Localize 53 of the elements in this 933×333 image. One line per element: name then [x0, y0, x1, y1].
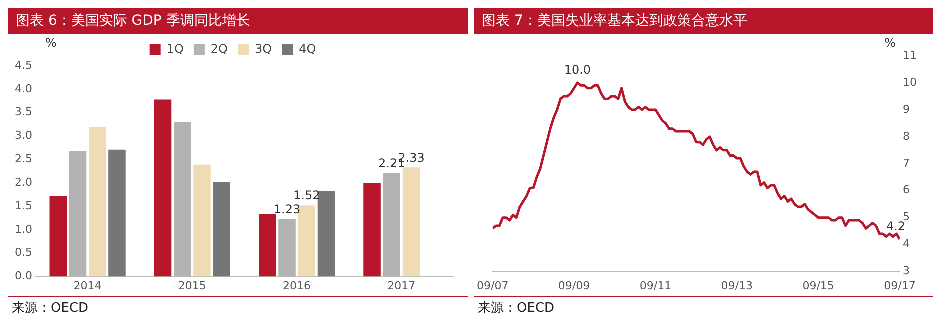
y-tick-label: 4: [903, 238, 910, 251]
bar: [213, 182, 230, 277]
bar: [259, 214, 276, 277]
y-tick-label: 6: [903, 184, 910, 197]
y-tick-label: 5: [903, 210, 910, 224]
chart-title: 图表 6：美国实际 GDP 季调同比增长: [8, 8, 468, 34]
y-tick-label: 9: [903, 102, 910, 116]
bar: [364, 183, 381, 277]
x-tick-label: 09/17: [884, 279, 916, 292]
legend-label: 4Q: [299, 42, 316, 56]
bar: [194, 164, 211, 277]
y-tick-label: 2.5: [14, 152, 32, 166]
x-tick-label: 2017: [388, 279, 416, 292]
bar: [154, 100, 172, 277]
y-tick-label: 1.5: [14, 199, 32, 212]
source-note: 来源：OECD: [8, 296, 468, 319]
x-tick-label: 2015: [178, 279, 206, 292]
y-tick-label: 0.5: [14, 246, 32, 260]
annotation: 10.0: [564, 63, 592, 78]
data-label: 1.23: [274, 202, 301, 216]
x-tick-label: 09/07: [477, 279, 509, 292]
y-tick-label: 2.0: [14, 176, 32, 189]
bar: [318, 191, 336, 277]
legend-label: 3Q: [255, 42, 272, 56]
bar: [50, 196, 68, 277]
y-tick-label: 1.0: [14, 222, 32, 236]
x-tick-label: 09/09: [558, 279, 590, 292]
y-tick-label: 7: [903, 156, 910, 170]
bar: [298, 206, 316, 277]
chart-title: 图表 7：美国失业率基本达到政策合意水平: [474, 8, 933, 34]
bar: [108, 150, 126, 277]
y-tick-label: 3.5: [14, 106, 32, 119]
y-tick-label: 4.0: [14, 82, 32, 96]
y-tick-label: 11: [903, 48, 918, 62]
x-tick-label: 09/15: [802, 279, 834, 292]
bar: [402, 168, 420, 277]
source-note: 来源：OECD: [474, 296, 933, 319]
x-tick-label: 2016: [283, 279, 312, 292]
y-axis-title: %: [45, 36, 57, 50]
y-tick-label: 4.5: [14, 58, 32, 72]
legend-label: 2Q: [210, 42, 228, 56]
x-tick-label: 2014: [74, 279, 102, 292]
x-tick-label: 09/13: [721, 279, 753, 292]
y-tick-label: 8: [903, 130, 910, 143]
y-tick-label: 3: [903, 264, 910, 278]
y-tick-label: 3.0: [14, 129, 32, 142]
y-axis-title: %: [884, 36, 896, 50]
x-tick-label: 09/11: [640, 279, 672, 292]
legend-label: 1Q: [166, 42, 184, 56]
annotation: 4.2: [886, 220, 906, 234]
y-tick-label: 0.0: [14, 270, 32, 283]
y-tick-label: 10: [903, 76, 918, 89]
bar: [88, 127, 106, 277]
